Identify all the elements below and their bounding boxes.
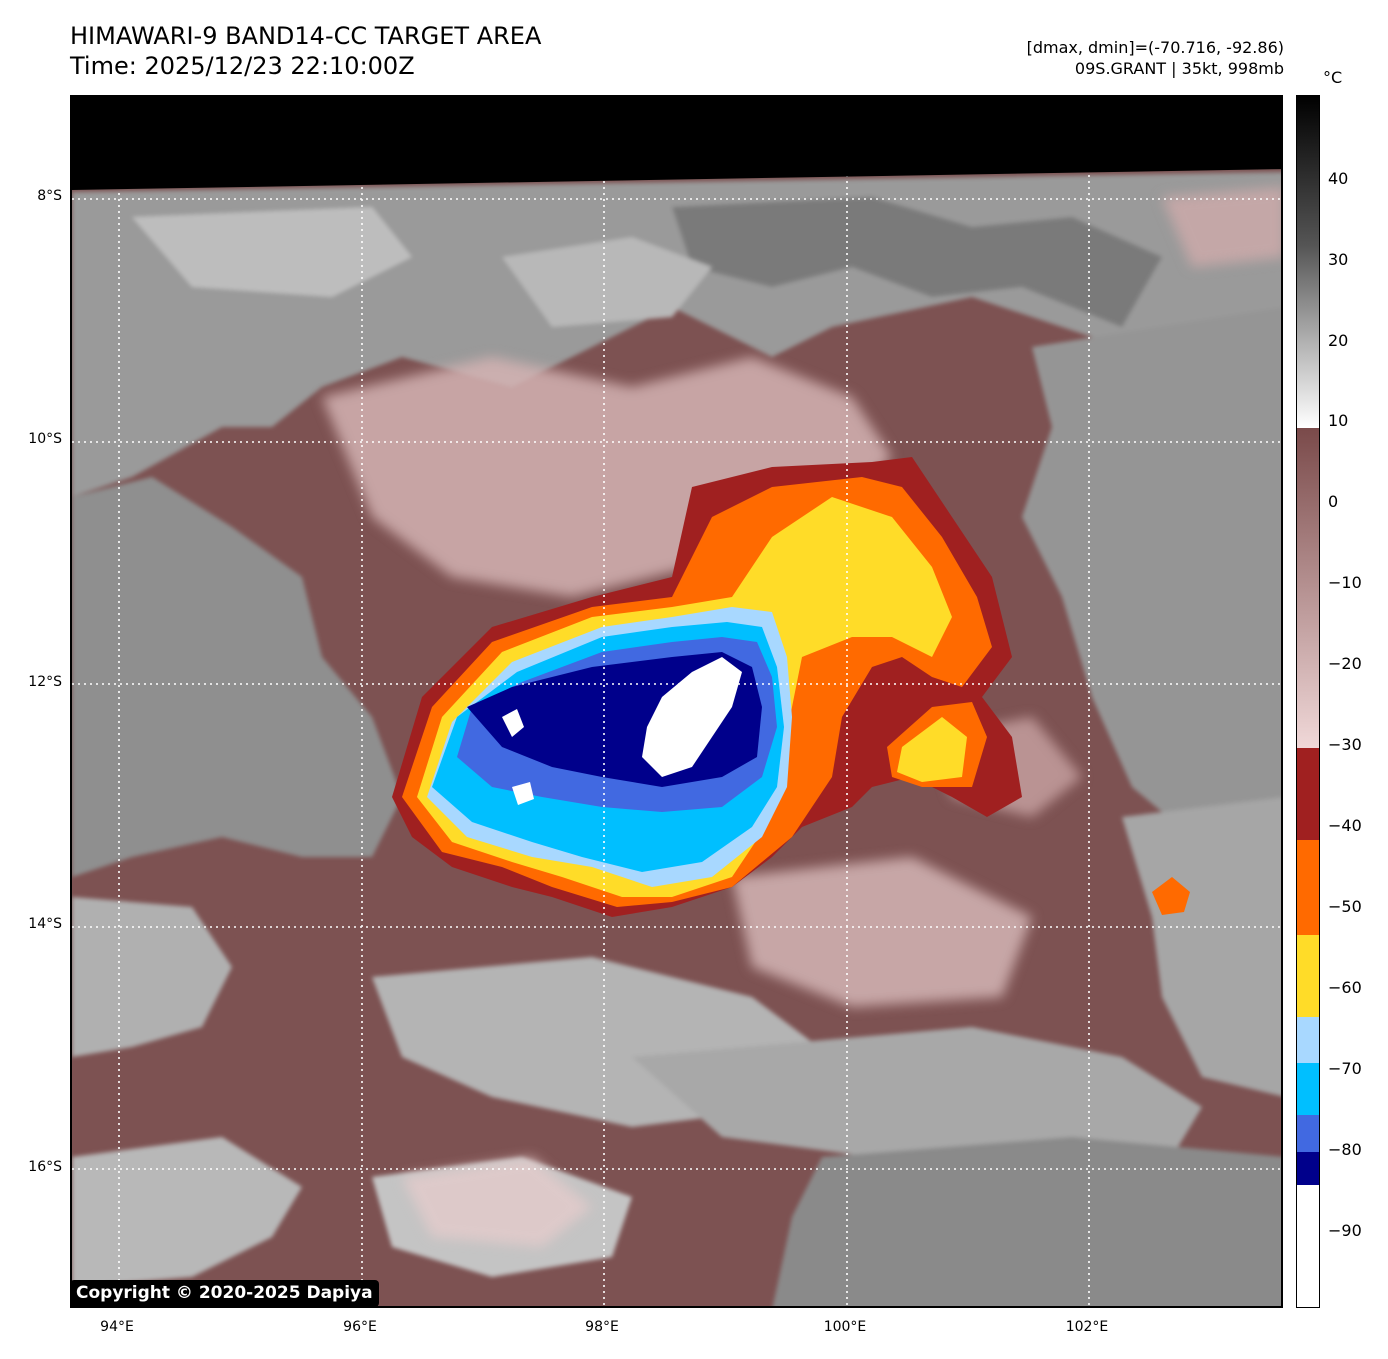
colorbar-red-segment xyxy=(1297,748,1319,840)
lon-label-102e: 102°E xyxy=(1065,1319,1109,1335)
storm-info-label: 09S.GRANT | 35kt, 998mb xyxy=(1074,59,1284,78)
imagery-svg xyxy=(72,97,1281,1306)
colorbar xyxy=(1296,95,1320,1308)
no-data-region xyxy=(72,97,1281,190)
colorbar-tick: 30 xyxy=(1328,250,1349,269)
colorbar-unit: °C xyxy=(1323,68,1343,87)
colorbar-cyan-segment xyxy=(1297,1063,1319,1115)
dmax-dmin-label: [dmax, dmin]=(-70.716, -92.86) xyxy=(1026,38,1284,57)
colorbar-tick: −20 xyxy=(1328,654,1362,673)
colorbar-tick: −70 xyxy=(1328,1059,1362,1078)
copyright-label: Copyright © 2020-2025 Dapiya xyxy=(70,1280,379,1307)
storm-yellow-blob xyxy=(897,717,967,782)
colorbar-brown-segment xyxy=(1297,428,1319,748)
colorbar-svg xyxy=(1297,96,1319,1307)
colorbar-tick: 0 xyxy=(1328,492,1339,511)
lat-label-16s: 16°S xyxy=(28,1159,62,1175)
satellite-image xyxy=(70,95,1283,1308)
colorbar-tick: 10 xyxy=(1328,411,1349,430)
grid-lines xyxy=(72,97,1281,1306)
lon-label-96e: 96°E xyxy=(343,1319,377,1335)
lon-label-100e: 100°E xyxy=(823,1319,867,1335)
colorbar-blue-segment xyxy=(1297,1115,1319,1152)
colorbar-tick: 20 xyxy=(1328,331,1349,350)
colorbar-yellow-segment xyxy=(1297,935,1319,1017)
colorbar-orange-segment xyxy=(1297,840,1319,935)
colorbar-navy-segment xyxy=(1297,1152,1319,1185)
lon-label-94e: 94°E xyxy=(100,1319,134,1335)
time-label: Time: 2025/12/23 22:10:00Z xyxy=(70,52,415,80)
lat-label-10s: 10°S xyxy=(28,431,62,447)
colorbar-tick: 40 xyxy=(1328,169,1349,188)
colorbar-tick: −90 xyxy=(1328,1221,1362,1240)
chart-title: HIMAWARI-9 BAND14-CC TARGET AREA xyxy=(70,22,542,50)
colorbar-tick: −60 xyxy=(1328,978,1362,997)
lat-label-12s: 12°S xyxy=(28,674,62,690)
colorbar-white-segment xyxy=(1297,1185,1319,1307)
lat-label-8s: 8°S xyxy=(37,188,62,204)
colorbar-lightblue-segment xyxy=(1297,1017,1319,1063)
colorbar-gray-segment xyxy=(1297,96,1319,428)
colorbar-tick: −30 xyxy=(1328,735,1362,754)
storm-coldest-spot-2 xyxy=(512,782,534,805)
storm-coldest-spot xyxy=(502,709,524,737)
colorbar-tick: −10 xyxy=(1328,573,1362,592)
colorbar-tick: −50 xyxy=(1328,897,1362,916)
colorbar-tick: −80 xyxy=(1328,1140,1362,1159)
lon-label-98e: 98°E xyxy=(585,1319,619,1335)
lat-label-14s: 14°S xyxy=(28,916,62,932)
storm-small-cell xyxy=(1152,877,1190,915)
storm-coldest-top xyxy=(642,657,742,777)
colorbar-tick: −40 xyxy=(1328,816,1362,835)
